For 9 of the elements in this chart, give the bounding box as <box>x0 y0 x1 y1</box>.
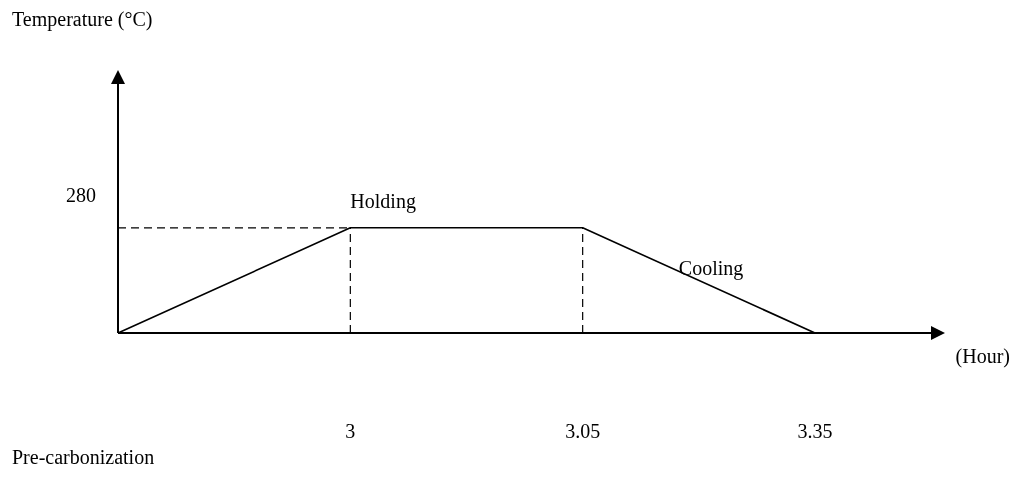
x-tick-label: 3.35 <box>797 420 833 442</box>
x-axis-title: (Hour) <box>955 345 1010 368</box>
annotation: Cooling <box>678 257 744 281</box>
text: Temperature (°C) <box>12 8 153 31</box>
annotation: Holding <box>350 189 416 213</box>
text: Pre-carbonization <box>12 446 155 468</box>
x-tick-label: 3 <box>345 420 356 442</box>
x-tick-label: 3.05 <box>565 420 601 442</box>
text: 280 <box>66 184 96 207</box>
